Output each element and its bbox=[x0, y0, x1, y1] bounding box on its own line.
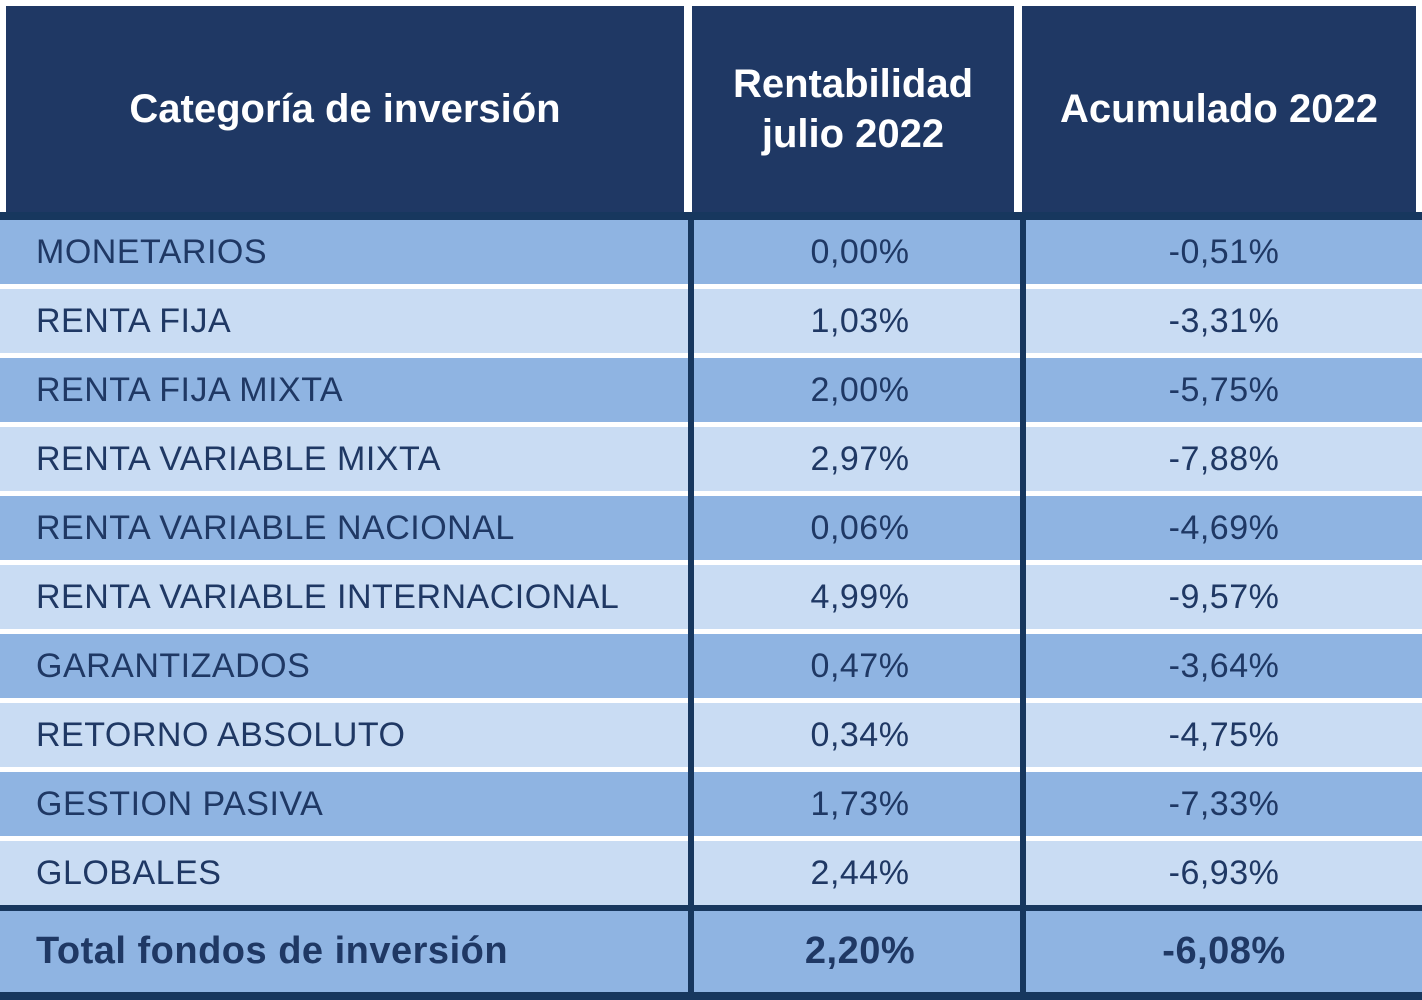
table-body: MONETARIOS 0,00% -0,51% RENTA FIJA 1,03%… bbox=[0, 220, 1422, 1000]
julio-cell: 4,99% bbox=[694, 565, 1026, 629]
acumulado-cell: -9,57% bbox=[1026, 565, 1422, 629]
header-acumulado: Acumulado 2022 bbox=[1022, 6, 1416, 212]
julio-cell: 0,06% bbox=[694, 496, 1026, 560]
category-cell: RENTA FIJA bbox=[0, 289, 694, 353]
julio-cell: 2,97% bbox=[694, 427, 1026, 491]
julio-cell: 0,47% bbox=[694, 634, 1026, 698]
category-cell: GARANTIZADOS bbox=[0, 634, 694, 698]
table-row: GLOBALES 2,44% -6,93% bbox=[0, 841, 1422, 905]
header-category: Categoría de inversión bbox=[6, 6, 684, 212]
table-row: GESTION PASIVA 1,73% -7,33% bbox=[0, 772, 1422, 836]
julio-cell: 1,03% bbox=[694, 289, 1026, 353]
bottom-border bbox=[0, 992, 1422, 1000]
category-cell: GESTION PASIVA bbox=[0, 772, 694, 836]
acumulado-cell: -6,93% bbox=[1026, 841, 1422, 905]
header-julio-return: Rentabilidad julio 2022 bbox=[692, 6, 1014, 212]
total-divider bbox=[0, 905, 1422, 911]
acumulado-cell: -0,51% bbox=[1026, 220, 1422, 284]
table-row: RENTA FIJA MIXTA 2,00% -5,75% bbox=[0, 358, 1422, 422]
julio-cell: 0,00% bbox=[694, 220, 1026, 284]
total-julio-cell: 2,20% bbox=[694, 911, 1026, 992]
acumulado-cell: -3,31% bbox=[1026, 289, 1422, 353]
acumulado-cell: -3,64% bbox=[1026, 634, 1422, 698]
total-row: Total fondos de inversión 2,20% -6,08% bbox=[0, 911, 1422, 992]
table-row: RENTA VARIABLE INTERNACIONAL 4,99% -9,57… bbox=[0, 565, 1422, 629]
category-cell: RENTA FIJA MIXTA bbox=[0, 358, 694, 422]
category-cell: RETORNO ABSOLUTO bbox=[0, 703, 694, 767]
category-cell: MONETARIOS bbox=[0, 220, 694, 284]
table-header-row: Categoría de inversión Rentabilidad juli… bbox=[0, 0, 1422, 212]
acumulado-cell: -4,75% bbox=[1026, 703, 1422, 767]
data-rows: MONETARIOS 0,00% -0,51% RENTA FIJA 1,03%… bbox=[0, 220, 1422, 905]
acumulado-cell: -5,75% bbox=[1026, 358, 1422, 422]
header-divider bbox=[0, 212, 1422, 220]
julio-cell: 2,00% bbox=[694, 358, 1026, 422]
table-row: MONETARIOS 0,00% -0,51% bbox=[0, 220, 1422, 284]
table-row: RENTA VARIABLE NACIONAL 0,06% -4,69% bbox=[0, 496, 1422, 560]
category-cell: RENTA VARIABLE NACIONAL bbox=[0, 496, 694, 560]
category-cell: RENTA VARIABLE MIXTA bbox=[0, 427, 694, 491]
column-divider-1 bbox=[688, 220, 694, 1000]
table-row: RENTA FIJA 1,03% -3,31% bbox=[0, 289, 1422, 353]
category-cell: GLOBALES bbox=[0, 841, 694, 905]
acumulado-cell: -4,69% bbox=[1026, 496, 1422, 560]
julio-cell: 2,44% bbox=[694, 841, 1026, 905]
total-label: Total fondos de inversión bbox=[0, 911, 694, 992]
julio-cell: 0,34% bbox=[694, 703, 1026, 767]
julio-cell: 1,73% bbox=[694, 772, 1026, 836]
acumulado-cell: -7,88% bbox=[1026, 427, 1422, 491]
column-divider-2 bbox=[1020, 220, 1026, 1000]
category-cell: RENTA VARIABLE INTERNACIONAL bbox=[0, 565, 694, 629]
table-row: RENTA VARIABLE MIXTA 2,97% -7,88% bbox=[0, 427, 1422, 491]
acumulado-cell: -7,33% bbox=[1026, 772, 1422, 836]
table-row: GARANTIZADOS 0,47% -3,64% bbox=[0, 634, 1422, 698]
total-acumulado-cell: -6,08% bbox=[1026, 911, 1422, 992]
table-row: RETORNO ABSOLUTO 0,34% -4,75% bbox=[0, 703, 1422, 767]
